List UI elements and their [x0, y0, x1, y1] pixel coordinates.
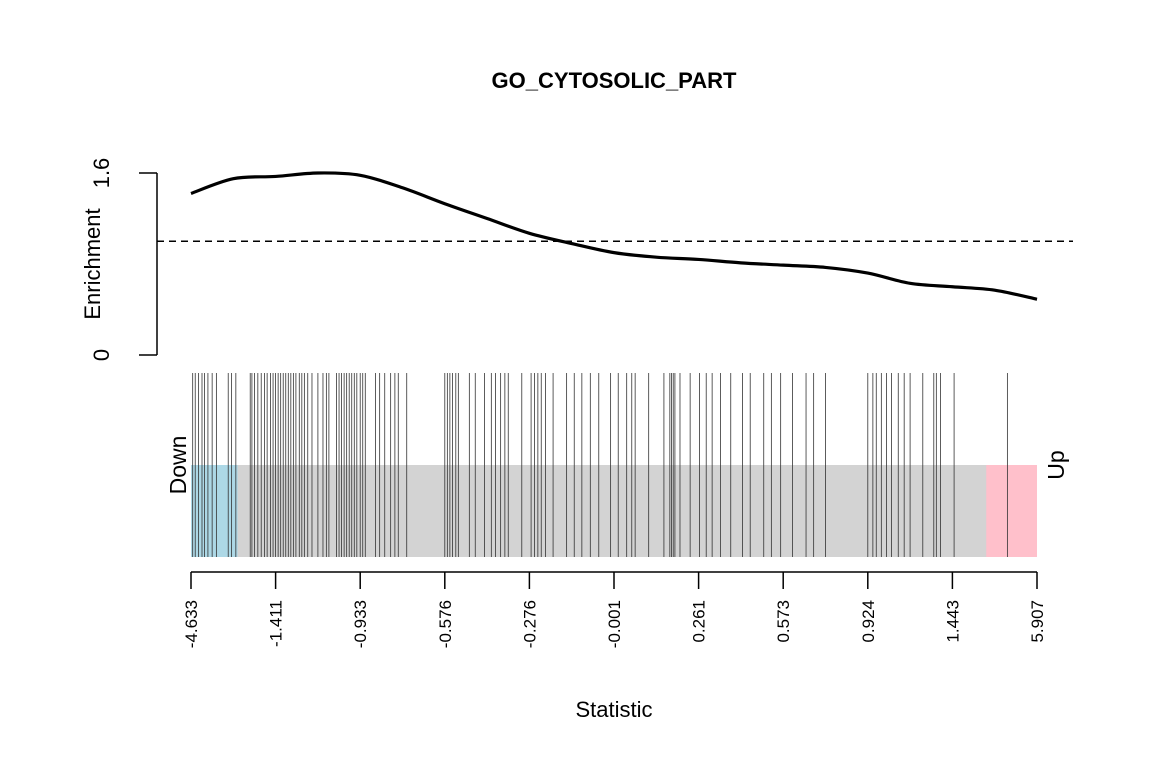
- barcode-background: [191, 465, 1037, 557]
- x-tick-label: 0.924: [859, 600, 878, 643]
- x-tick-label: -0.001: [605, 600, 624, 648]
- enrichment-panel: 01.6: [89, 158, 1073, 361]
- up-label: Up: [1043, 450, 1069, 479]
- y-tick-label: 0: [89, 349, 114, 361]
- down-label: Down: [165, 436, 191, 495]
- y-tick-label: 1.6: [89, 158, 114, 189]
- down-region: [191, 465, 238, 557]
- enrichment-curve: [190, 171, 1038, 301]
- x-tick-label: 5.907: [1028, 600, 1047, 643]
- x-axis: -4.633 -1.411 -0.933 -0.576 -0.276 -0.001 0.26…: [182, 571, 1047, 648]
- x-tick-label: -4.633: [182, 600, 201, 648]
- x-tick-label: 0.261: [690, 600, 709, 643]
- up-region: [986, 465, 1037, 557]
- barcode-panel: [191, 373, 1037, 557]
- x-tick-label: -0.933: [351, 600, 370, 648]
- x-tick-label: -0.276: [520, 600, 539, 648]
- x-tick-label: -1.411: [267, 600, 286, 647]
- y-axis-label: Enrichment: [80, 208, 105, 319]
- x-tick-label: 1.443: [943, 600, 962, 643]
- x-tick-label: 0.573: [774, 600, 793, 643]
- x-tick-label: -0.576: [436, 600, 455, 648]
- chart-title: GO_CYTOSOLIC_PART: [492, 68, 737, 93]
- x-axis-label: Statistic: [575, 697, 652, 722]
